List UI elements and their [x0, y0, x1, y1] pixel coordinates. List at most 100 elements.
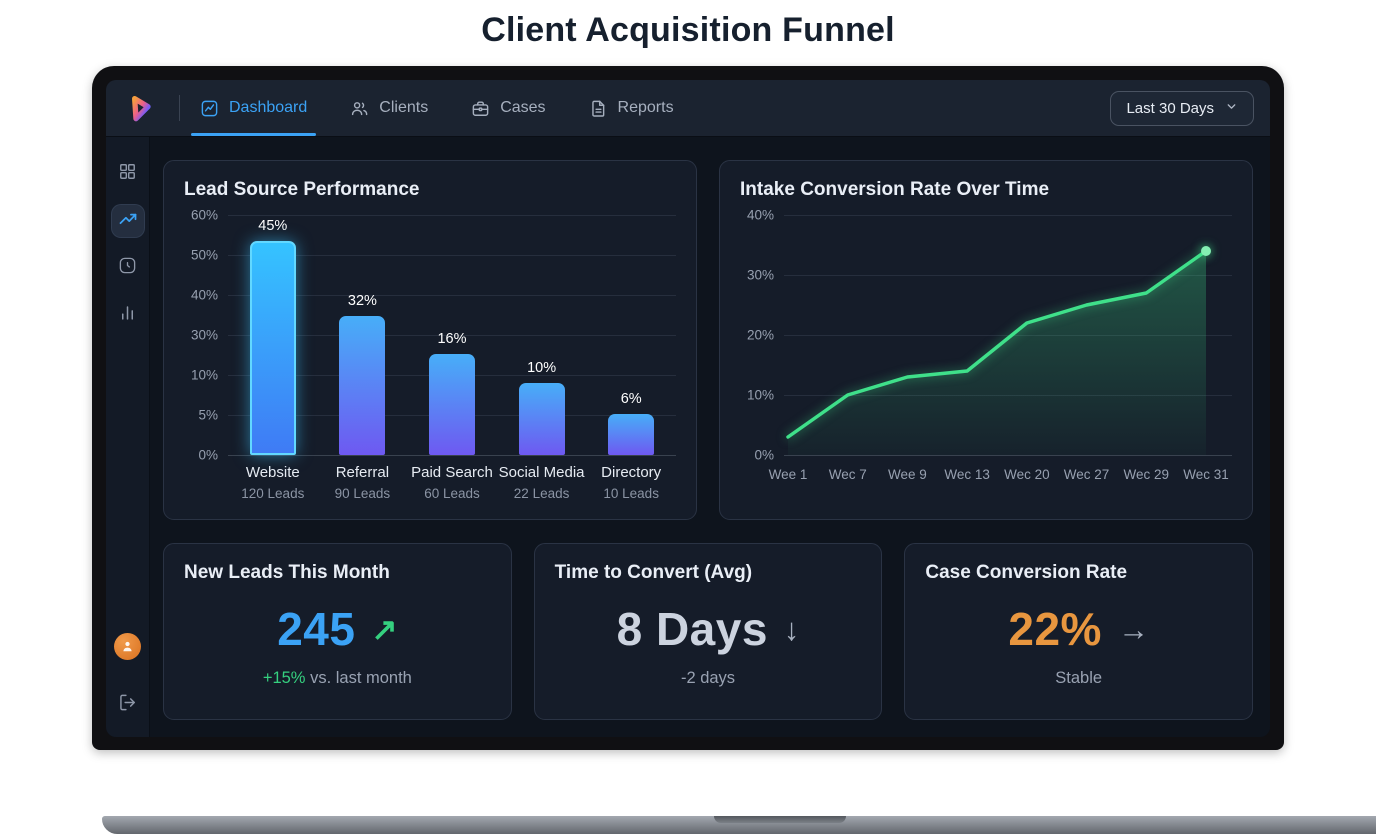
- kpi-card-new-leads: New Leads This Month 245 ↗ +15% vs. last…: [163, 543, 512, 720]
- bar-chart-plot: 45% 32% 16% 10% 6%: [228, 215, 676, 456]
- kpi-value: 245: [277, 603, 356, 655]
- bar: [339, 315, 386, 455]
- grid-icon: [118, 162, 137, 186]
- sidebar-item-overview[interactable]: [112, 158, 144, 190]
- trending-up-icon: [118, 209, 138, 234]
- sidebar-item-stats[interactable]: [112, 299, 144, 331]
- lead-source-title: Lead Source Performance: [184, 179, 420, 200]
- kpi-card-time-to-convert: Time to Convert (Avg) 8 Days ↓ -2 days: [533, 543, 883, 720]
- reports-icon: [589, 99, 608, 118]
- dashboard-icon: [200, 99, 219, 118]
- kpi-value: 22%: [1008, 603, 1102, 655]
- bar-category-label: Directory: [601, 464, 662, 481]
- line-chart-x-labels: Wee 1 Wec 7 Wee 9 Wec 13 Wec 20 Wec 27 Wec 29 W…: [769, 463, 1232, 485]
- bar-y-tick: 5%: [198, 407, 218, 423]
- bar: [608, 414, 655, 455]
- line-x-tick: Wee 9: [888, 467, 927, 482]
- page-title: Client Acquisition Funnel: [481, 11, 895, 49]
- line-x-tick: Wec 31: [1183, 467, 1229, 482]
- line-x-tick: Wec 7: [828, 467, 867, 482]
- tab-clients[interactable]: Clients: [347, 80, 431, 136]
- bar-y-tick: 60%: [190, 207, 218, 223]
- bar-category: Social Media 22 Leads: [497, 464, 587, 501]
- laptop-notch: [714, 816, 846, 823]
- clients-icon: [350, 99, 369, 118]
- conversion-line-svg: [786, 246, 1211, 455]
- bar-y-tick: 50%: [190, 247, 218, 263]
- bar-column: 45%: [228, 215, 318, 455]
- tab-label: Reports: [617, 99, 674, 116]
- line-y-tick: 20%: [746, 327, 774, 343]
- left-sidebar: [106, 137, 150, 737]
- clock-icon: [118, 256, 137, 280]
- kpi-title: Case Conversion Rate: [925, 562, 1128, 583]
- tab-label: Clients: [379, 99, 429, 116]
- date-range-value: Last 30 Days: [1126, 99, 1214, 117]
- bar-value-label: 16%: [437, 331, 467, 348]
- bars-container: 45% 32% 16% 10% 6%: [228, 215, 676, 455]
- bar-category: Directory 10 Leads: [586, 464, 676, 501]
- bar-value-label: 45%: [258, 218, 288, 235]
- line-chart-y-axis: 40% 30% 20% 10% 0%: [740, 208, 784, 463]
- tab-cases[interactable]: Cases: [468, 80, 548, 136]
- gridline: [784, 455, 1232, 456]
- gridline: [228, 455, 676, 456]
- dashboard-content: Lead Source Performance 60% 50% 40% 30% 10% 5…: [150, 137, 1270, 737]
- bar-value-label: 10%: [527, 360, 557, 376]
- app-screen: Dashboard Clients Cases Reports: [106, 80, 1270, 737]
- bar-category-sublabel: 10 Leads: [603, 486, 659, 501]
- sidebar-item-history[interactable]: [112, 252, 144, 284]
- tab-dashboard[interactable]: Dashboard: [191, 80, 317, 136]
- bar-category: Paid Search 60 Leads: [407, 464, 497, 501]
- kpi-subtext: -2 days: [680, 669, 736, 687]
- logout-button[interactable]: [112, 689, 144, 721]
- kpi-title: New Leads This Month: [184, 562, 390, 583]
- laptop-base: [102, 816, 1376, 834]
- kpi-title: Time to Convert (Avg): [554, 562, 753, 583]
- trend-flat-arrow-icon: →: [1117, 611, 1149, 647]
- line-x-tick: Wec 29: [1123, 467, 1170, 482]
- bar-category-label: Social Media: [498, 464, 585, 481]
- trend-down-arrow-icon: ↓: [783, 611, 800, 647]
- line-y-tick: 40%: [746, 207, 774, 223]
- top-navbar: Dashboard Clients Cases Reports: [106, 80, 1270, 137]
- line-y-tick: 0%: [754, 447, 774, 463]
- conversion-rate-title: Intake Conversion Rate Over Time: [740, 179, 1050, 200]
- tab-reports[interactable]: Reports: [586, 80, 677, 136]
- bar-category-sublabel: 90 Leads: [334, 486, 391, 501]
- bar-chart-icon: [118, 303, 137, 327]
- date-range-dropdown[interactable]: Last 30 Days: [1110, 90, 1254, 126]
- user-avatar[interactable]: [114, 633, 141, 660]
- line-x-tick: Wec 27: [1063, 467, 1110, 482]
- bar-category-label: Website: [245, 464, 300, 481]
- bar-category-label: Paid Search: [411, 464, 493, 481]
- kpi-value: 8 Days: [616, 603, 768, 655]
- line-x-tick: Wee 1: [768, 467, 808, 482]
- bar-category-sublabel: 60 Leads: [424, 486, 480, 501]
- gridline: [784, 335, 1232, 336]
- bar-column: 16%: [407, 215, 497, 455]
- gridline: [784, 215, 1232, 216]
- bar-chart-x-labels: Website 120 Leads Referral 90 Leads Paid Sea…: [228, 464, 676, 501]
- gridline: [228, 294, 676, 296]
- sidebar-item-analytics[interactable]: [111, 205, 144, 237]
- line-y-tick: 10%: [746, 387, 774, 403]
- bar-value-label: 32%: [347, 292, 377, 309]
- bar-column: 10%: [497, 215, 587, 455]
- bar: [428, 354, 475, 455]
- bar-category: Website 120 Leads: [228, 464, 318, 501]
- bar-chart-y-axis: 60% 50% 40% 30% 10% 5% 0%: [184, 208, 228, 463]
- line-area-fill: [788, 251, 1206, 455]
- bar-y-tick: 30%: [190, 327, 218, 343]
- nav-divider: [179, 95, 180, 121]
- lead-source-bar-chart: 60% 50% 40% 30% 10% 5% 0% 45% 32% 16% 10% 6% Websi…: [184, 208, 676, 501]
- bar-y-tick: 0%: [198, 447, 218, 463]
- app-logo-icon: [122, 90, 158, 126]
- line-y-tick: 30%: [746, 267, 774, 283]
- line-end-dot: [1201, 246, 1211, 256]
- bar-category-label: Referral: [335, 464, 390, 481]
- trend-up-arrow-icon: ↗: [371, 611, 398, 647]
- line-chart-plot: [784, 215, 1232, 456]
- tab-label: Dashboard: [229, 99, 308, 116]
- kpi-card-case-conversion: Case Conversion Rate 22% → Stable: [904, 543, 1254, 720]
